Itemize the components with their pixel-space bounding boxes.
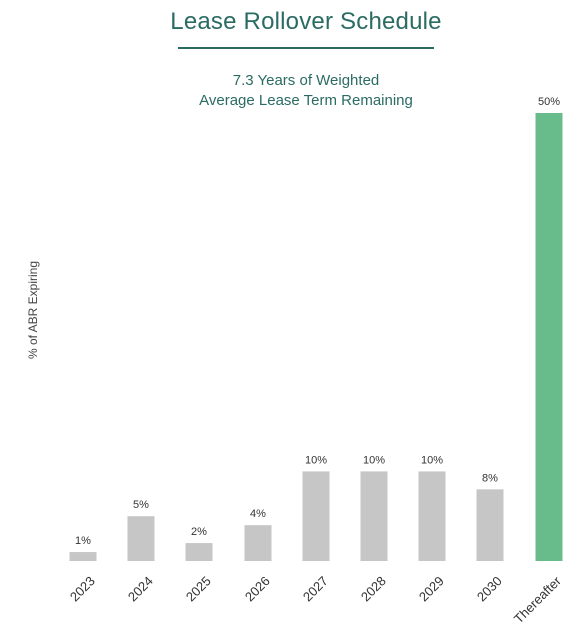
chart-subtitle: 7.3 Years of Weighted Average Lease Term…: [150, 71, 462, 111]
data-label-2026: 4%: [250, 508, 266, 520]
bar-thereafter: [535, 113, 563, 561]
x-tick-label-2023: 2023: [67, 573, 98, 604]
bar-2030: [476, 489, 504, 561]
chart-title: Lease Rollover Schedule: [170, 8, 442, 35]
bar-2026: [244, 525, 272, 561]
bar-2023: [69, 552, 97, 561]
bar-2025: [185, 543, 213, 561]
subtitle-line-1: 7.3 Years of Weighted: [232, 72, 380, 89]
x-tick-label-thereafter: Thereafter: [511, 573, 564, 626]
data-label-2025: 2%: [191, 526, 207, 538]
subtitle-line-2: Average Lease Term Remaining: [199, 92, 413, 109]
data-label-2023: 1%: [75, 535, 91, 547]
bar-2028: [360, 471, 388, 561]
data-label-2030: 8%: [482, 472, 498, 484]
bar-2027: [302, 471, 330, 561]
x-tick-label-2030: 2030: [474, 573, 505, 604]
data-label-2027: 10%: [305, 454, 327, 466]
title-underline: [178, 47, 434, 49]
x-tick-label-2026: 2026: [242, 573, 273, 604]
data-label-thereafter: 50%: [538, 96, 560, 108]
bar-2024: [127, 516, 155, 561]
x-tick-label-2027: 2027: [300, 573, 331, 604]
data-label-2024: 5%: [133, 499, 149, 511]
x-tick-label-2025: 2025: [183, 573, 214, 604]
data-label-2029: 10%: [421, 454, 443, 466]
bar-2029: [418, 471, 446, 561]
x-tick-label-2028: 2028: [358, 573, 389, 604]
x-tick-label-2029: 2029: [416, 573, 447, 604]
data-label-2028: 10%: [363, 454, 385, 466]
x-tick-label-2024: 2024: [125, 573, 156, 604]
